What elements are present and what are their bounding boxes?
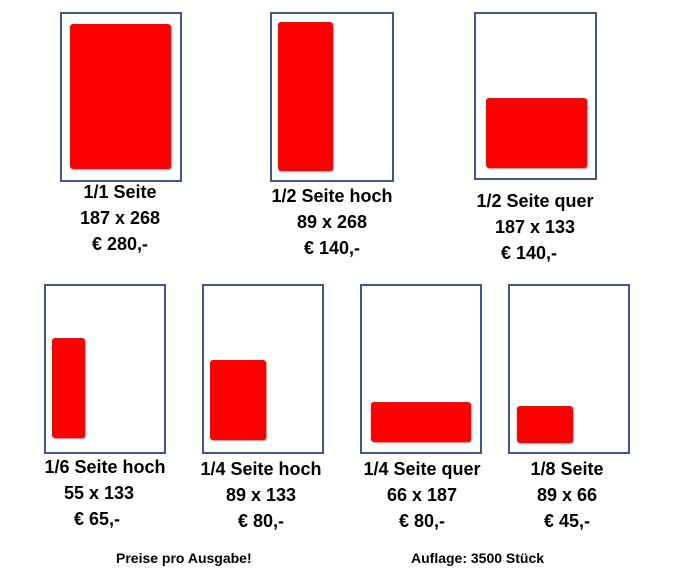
format-price: € 140,- [303,238,361,258]
format-size: 89 x 133 [225,485,297,505]
page-frame-half-vertical [270,12,394,182]
page-frame-full [60,12,182,182]
format-price: € 65,- [73,509,121,529]
ad-area-eighth-page [517,406,573,443]
format-caption-half-vertical: 1/2 Seite hoch 89 x 268 € 140,- [252,183,412,261]
format-price: € 140,- [500,243,558,263]
ad-area-quarter-page-vertical [210,360,266,440]
format-price: € 80,- [237,511,285,531]
format-caption-quarter-horizontal: 1/4 Seite quer 66 x 187 € 80,- [347,456,497,534]
format-label: 1/4 Seite hoch [200,459,322,479]
format-label: 1/6 Seite hoch [44,457,166,477]
price-note: Preise pro Ausgabe! [116,550,252,566]
format-label: 1/4 Seite quer [363,459,481,479]
ad-area-half-page-horizontal [486,98,587,168]
circulation-note: Auflage: 3500 Stück [411,550,545,566]
format-size: 89 x 268 [296,212,368,232]
format-price: € 80,- [398,511,446,531]
format-caption-quarter-vertical: 1/4 Seite hoch 89 x 133 € 80,- [186,456,336,534]
ad-area-full-page [70,24,171,169]
format-size: 66 x 187 [386,485,458,505]
format-size: 55 x 133 [63,483,135,503]
format-price: € 45,- [543,511,591,531]
format-label: 1/2 Seite quer [476,191,594,211]
page-frame-half-horizontal [474,12,597,180]
format-label: 1/8 Seite [530,459,604,479]
format-price: € 280,- [91,234,149,254]
format-size: 187 x 133 [494,217,576,237]
format-size: 187 x 268 [79,208,161,228]
format-label: 1/2 Seite hoch [271,186,393,206]
format-size: 89 x 66 [536,485,598,505]
ad-area-quarter-page-horizontal [371,402,471,442]
format-caption-sixth-vertical: 1/6 Seite hoch 55 x 133 € 65,- [30,454,180,532]
format-caption-half-horizontal: 1/2 Seite quer 187 x 133 € 140,- [455,188,615,266]
ad-area-half-page-vertical [278,22,333,171]
format-caption-eighth: 1/8 Seite 89 x 66 € 45,- [497,456,637,534]
page-frame-quarter-horizontal [360,284,482,454]
format-label: 1/1 Seite [83,182,157,202]
page-frame-sixth-vertical [44,284,166,454]
page-frame-eighth [508,284,630,454]
ad-area-sixth-page-vertical [52,338,85,438]
page-frame-quarter-vertical [202,284,324,454]
format-caption-full: 1/1 Seite 187 x 268 € 280,- [50,179,190,257]
